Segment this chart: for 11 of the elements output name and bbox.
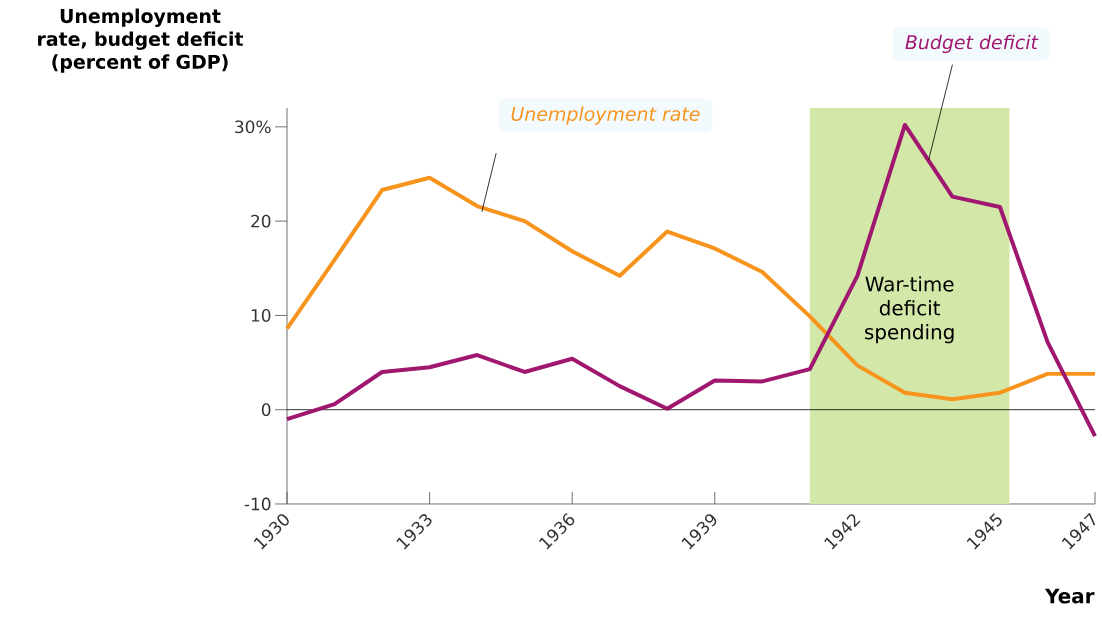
y-tick-label: 10 <box>251 309 271 322</box>
y-tick-label: 30% <box>235 120 271 134</box>
y-tick-label: -10 <box>244 497 271 511</box>
text: Budget deficit <box>905 34 1039 54</box>
text: Unemployment rate <box>511 106 700 125</box>
y-tick-label: 20 <box>251 214 271 228</box>
y-axis-title: Unemployment rate, budget deficit (percent of GDP) <box>38 8 244 73</box>
line-series <box>285 175 1098 402</box>
band-label: War-time deficit spending <box>865 276 954 344</box>
x-axis-title: Year <box>1044 588 1095 604</box>
y-tick-label: 0 <box>261 403 271 417</box>
